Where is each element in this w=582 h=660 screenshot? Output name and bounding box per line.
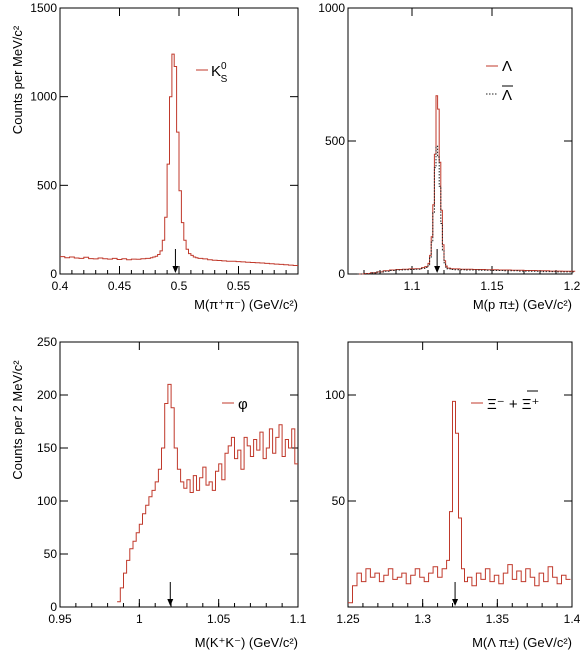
series-layer	[348, 400, 571, 604]
ylabel-top: Counts per MeV/c²	[10, 25, 25, 134]
series-line-0	[357, 95, 576, 275]
ylabel-bottom: Counts per 2 MeV/c²	[10, 360, 25, 480]
legend: Λ Λ	[486, 58, 513, 104]
legend-label-sub: S	[221, 74, 228, 85]
x-tick-label: 1.1	[404, 279, 421, 293]
xlabel: M(π⁺π⁻) (GeV/c²)	[194, 297, 298, 312]
legend: K0 S	[196, 61, 228, 85]
legend: Ξ⁻ + Ξ⁺	[471, 390, 539, 413]
series-layer	[117, 383, 298, 603]
legend-label-0: φ	[238, 396, 248, 413]
x-tick-label: 1.05	[207, 612, 231, 626]
x-tick-label: 0.5	[171, 279, 188, 293]
y-tick-label: 100	[37, 494, 57, 508]
plot-frame	[59, 341, 299, 608]
series-layer	[357, 95, 576, 275]
y-tick-label: 0	[50, 600, 57, 614]
x-tick-label: 0.55	[227, 279, 251, 293]
tick-labels: 1.1 1.15 1.2 0 500 1000	[318, 1, 580, 293]
y-tick-label: 1000	[318, 1, 345, 15]
legend-label-0: Λ	[502, 58, 512, 75]
series-layer	[60, 53, 298, 266]
panel-lambda: 1.1 1.15 1.2 0 500 1000 Λ Λ M(p π±) (GeV/c²)	[318, 1, 580, 312]
marker-arrow	[167, 582, 174, 606]
legend-label-sup: 0	[221, 61, 227, 72]
legend-label-0: Ξ⁻ + Ξ⁺	[487, 396, 539, 413]
y-tick-label: 50	[332, 494, 346, 508]
y-tick-label: 250	[37, 335, 57, 349]
y-tick-label: 500	[37, 178, 57, 192]
x-tick-label: 0.4	[52, 279, 69, 293]
y-tick-label: 1500	[30, 1, 57, 15]
xlabel: M(Λ π±) (GeV/c²)	[472, 635, 572, 650]
marker-arrow-head	[452, 599, 459, 606]
y-tick-label: 100	[325, 388, 345, 402]
tick-labels: 0.95 1 1.05 1.1 0 50 100 150 200 250	[37, 335, 307, 626]
x-tick-label: 0.95	[48, 612, 72, 626]
marker-arrow-head	[172, 266, 179, 273]
legend-label-1: Λ	[502, 87, 512, 104]
y-tick-label: 1000	[30, 90, 57, 104]
series-line-0	[348, 400, 571, 604]
x-tick-label: 0.45	[108, 279, 132, 293]
legend: φ	[222, 396, 248, 413]
tick-labels: 1.25 1.3 1.35 1.4 50 100	[325, 388, 581, 626]
y-tick-label: 500	[325, 134, 345, 148]
axis-ticks	[347, 7, 573, 275]
x-tick-label: 1.2	[564, 279, 581, 293]
series-line-0	[117, 383, 298, 603]
x-tick-label: 1.4	[564, 612, 581, 626]
panel-phi: 0.95 1 1.05 1.1 0 50 100 150 200 250 φ M(K⁺K⁻) (G…	[37, 335, 307, 650]
y-tick-label: 200	[37, 388, 57, 402]
plot-frame	[347, 341, 573, 608]
series-line-0	[60, 53, 298, 266]
y-tick-label: 0	[338, 267, 345, 281]
y-tick-label: 150	[37, 441, 57, 455]
marker-arrow	[452, 582, 459, 606]
xlabel: M(K⁺K⁻) (GeV/c²)	[195, 635, 298, 650]
x-tick-label: 1.15	[480, 279, 504, 293]
marker-arrow	[172, 249, 179, 273]
marker-arrow	[434, 249, 441, 273]
legend-label-0: K0 S	[211, 61, 228, 85]
tick-labels: 0.4 0.45 0.5 0.55 0 500 1000 1500	[30, 1, 250, 293]
panel-xi: 1.25 1.3 1.35 1.4 50 100 Ξ⁻ + Ξ⁺ M(Λ π±) (GeV…	[325, 341, 581, 650]
y-tick-label: 0	[50, 267, 57, 281]
x-tick-label: 1.3	[414, 612, 431, 626]
legend-label-text: K	[211, 63, 221, 80]
xlabel: M(p π±) (GeV/c²)	[473, 297, 572, 312]
marker-arrow-head	[434, 266, 441, 273]
x-tick-label: 1.1	[290, 612, 307, 626]
marker-arrow-head	[167, 599, 174, 606]
x-tick-label: 1	[136, 612, 143, 626]
y-tick-label: 50	[44, 547, 58, 561]
axis-ticks	[59, 7, 299, 275]
axis-ticks	[347, 342, 573, 607]
x-tick-label: 1.25	[336, 612, 360, 626]
series-line-1	[357, 145, 576, 275]
plot-frame	[347, 7, 573, 275]
axis-ticks	[59, 341, 299, 608]
x-tick-label: 1.35	[486, 612, 510, 626]
